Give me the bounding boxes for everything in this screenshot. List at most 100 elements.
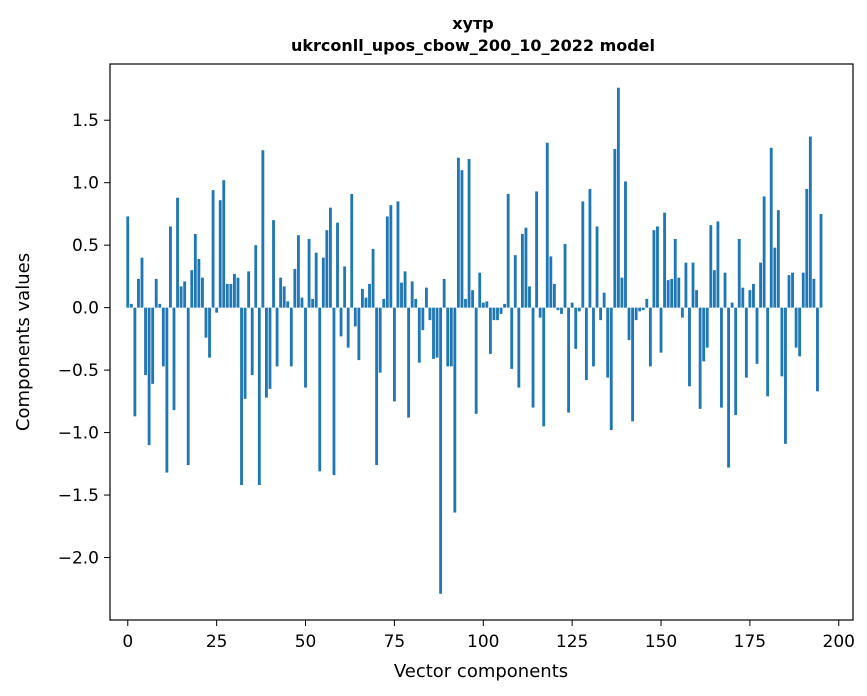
bar-41 bbox=[272, 220, 275, 308]
bar-191 bbox=[805, 188, 809, 308]
bar-137 bbox=[613, 148, 617, 308]
bar-20 bbox=[197, 258, 201, 308]
bar-83 bbox=[421, 307, 425, 331]
bar-187 bbox=[791, 272, 794, 308]
bar-123 bbox=[563, 243, 567, 308]
bar-77 bbox=[400, 282, 403, 308]
bar-96 bbox=[467, 158, 471, 308]
bar-122 bbox=[560, 307, 563, 314]
bar-5 bbox=[144, 307, 147, 376]
bar-75 bbox=[392, 307, 396, 402]
bar-126 bbox=[574, 307, 578, 349]
bar-107 bbox=[506, 193, 510, 308]
x-tick-label: 0 bbox=[122, 632, 133, 652]
bar-82 bbox=[417, 307, 421, 363]
bar-182 bbox=[773, 247, 777, 308]
bar-51 bbox=[307, 238, 311, 308]
bar-144 bbox=[638, 307, 642, 312]
bar-27 bbox=[222, 180, 226, 308]
bar-76 bbox=[396, 201, 400, 308]
bar-133 bbox=[599, 307, 603, 321]
x-tick-label: 50 bbox=[295, 632, 317, 652]
bar-116 bbox=[538, 307, 542, 318]
bar-3 bbox=[137, 278, 140, 308]
bar-139 bbox=[620, 277, 624, 308]
bar-151 bbox=[663, 212, 666, 308]
bar-17 bbox=[186, 307, 190, 466]
bar-56 bbox=[325, 230, 329, 308]
bar-124 bbox=[567, 307, 571, 413]
bar-15 bbox=[179, 286, 183, 308]
bar-181 bbox=[769, 147, 773, 308]
bar-55 bbox=[321, 257, 325, 308]
x-tick-label: 25 bbox=[206, 632, 228, 652]
bar-180 bbox=[766, 307, 770, 397]
bar-173 bbox=[741, 287, 745, 308]
bar-80 bbox=[410, 281, 414, 308]
bar-9 bbox=[158, 303, 162, 308]
bar-59 bbox=[336, 222, 339, 308]
bars-group bbox=[126, 87, 823, 594]
bar-18 bbox=[190, 270, 194, 308]
bar-58 bbox=[332, 307, 336, 476]
bar-156 bbox=[680, 307, 684, 318]
bar-52 bbox=[311, 298, 315, 308]
bar-111 bbox=[520, 233, 524, 308]
x-tick-label: 175 bbox=[734, 632, 766, 652]
y-tick-label: 1.0 bbox=[72, 174, 99, 194]
bar-128 bbox=[581, 201, 585, 308]
bar-73 bbox=[385, 216, 389, 308]
bar-193 bbox=[812, 278, 816, 308]
bar-179 bbox=[762, 196, 766, 308]
x-tick-label: 200 bbox=[823, 632, 855, 652]
bar-132 bbox=[595, 226, 599, 308]
y-tick-label: 0.5 bbox=[72, 236, 99, 256]
bar-164 bbox=[709, 225, 713, 308]
bar-72 bbox=[382, 298, 386, 308]
bar-67 bbox=[364, 297, 368, 308]
bar-62 bbox=[346, 307, 350, 348]
bar-118 bbox=[545, 142, 549, 308]
bar-176 bbox=[752, 283, 755, 308]
bar-65 bbox=[357, 307, 361, 361]
bar-66 bbox=[360, 288, 364, 308]
bar-110 bbox=[517, 307, 521, 388]
bar-115 bbox=[535, 191, 539, 308]
x-tick-label: 75 bbox=[384, 632, 406, 652]
bar-99 bbox=[478, 272, 482, 308]
bar-40 bbox=[268, 307, 272, 389]
bar-148 bbox=[652, 230, 656, 308]
bar-195 bbox=[819, 213, 823, 308]
bar-168 bbox=[723, 272, 727, 308]
bar-87 bbox=[435, 307, 439, 358]
bar-184 bbox=[780, 307, 784, 377]
bar-6 bbox=[147, 307, 151, 446]
bar-189 bbox=[798, 307, 802, 357]
bar-185 bbox=[784, 307, 787, 444]
bar-161 bbox=[698, 307, 702, 409]
bar-152 bbox=[666, 280, 670, 308]
bar-45 bbox=[286, 301, 290, 308]
y-tick-label: −2.0 bbox=[58, 549, 99, 569]
bar-0 bbox=[126, 216, 130, 308]
x-tick-label: 125 bbox=[556, 632, 588, 652]
bar-192 bbox=[808, 136, 812, 308]
bar-134 bbox=[602, 292, 606, 308]
bar-119 bbox=[549, 256, 553, 308]
bar-154 bbox=[673, 238, 677, 308]
bar-64 bbox=[353, 307, 357, 327]
bar-117 bbox=[542, 307, 546, 427]
bar-39 bbox=[265, 307, 268, 398]
bar-121 bbox=[556, 307, 560, 311]
bar-54 bbox=[318, 307, 322, 472]
bar-22 bbox=[204, 307, 208, 338]
bar-183 bbox=[776, 210, 780, 308]
bar-8 bbox=[154, 278, 158, 308]
bar-136 bbox=[609, 307, 613, 431]
bar-127 bbox=[577, 307, 581, 312]
bar-33 bbox=[243, 307, 247, 399]
bar-88 bbox=[439, 307, 443, 594]
bar-131 bbox=[592, 307, 595, 367]
bar-158 bbox=[688, 307, 691, 387]
